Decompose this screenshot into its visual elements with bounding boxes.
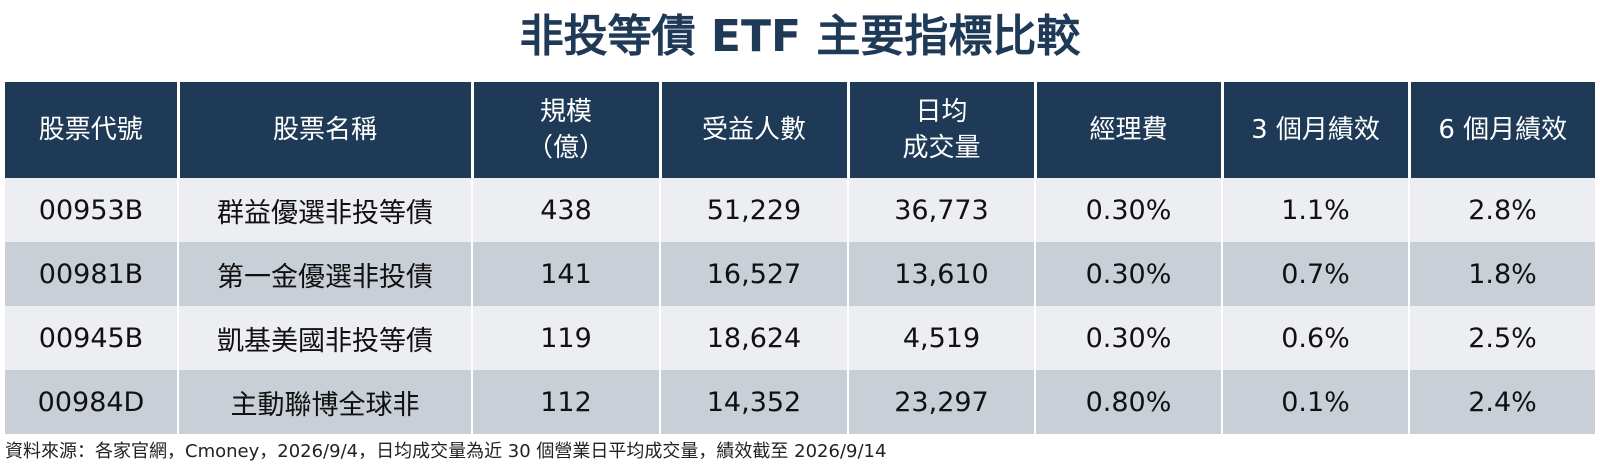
header-text: （億） xyxy=(526,133,605,163)
header-cell: 規模 （億） xyxy=(472,82,662,178)
table-cell: 119 xyxy=(472,306,661,370)
header-cell: 6 個月績效 xyxy=(1409,82,1595,178)
table-cell: 2.4% xyxy=(1409,370,1595,434)
header-cell: 股票代號 xyxy=(5,82,180,178)
table-row: 00953B 群益優選非投等債 438 51,229 36,773 0.30% 1.1% 2.… xyxy=(5,178,1595,242)
table-cell: 0.30% xyxy=(1035,178,1223,242)
header-cell: 受益人數 xyxy=(660,82,850,178)
table-cell: 16,527 xyxy=(660,242,849,306)
table-cell: 13,610 xyxy=(848,242,1036,306)
header-text: 日均 xyxy=(915,97,968,127)
header-text: 股票名稱 xyxy=(272,115,377,145)
header-text: 3 個月績效 xyxy=(1251,115,1380,145)
table-row: 00984D 主動聯博全球非 112 14,352 23,297 0.80% 0.1% 2.4… xyxy=(5,370,1595,434)
table-cell: 438 xyxy=(472,178,661,242)
header-text: 股票代號 xyxy=(38,115,143,145)
table-cell: 0.1% xyxy=(1222,370,1410,434)
table-cell: 2.5% xyxy=(1409,306,1595,370)
header-row: 股票代號 股票名稱 規模 （億） 受益人數 日均成交量 經理費 3 個月績效 6 個月績效 xyxy=(5,82,1595,178)
header-text: 規模 xyxy=(539,97,592,127)
table-cell: 0.80% xyxy=(1035,370,1223,434)
table-cell: 18,624 xyxy=(660,306,849,370)
footnote: 資料來源：各家官網，Cmoney，2026/9/4，日均成交量為近 30 個營業… xyxy=(5,441,887,462)
table-cell: 141 xyxy=(472,242,661,306)
table-cell: 23,297 xyxy=(848,370,1036,434)
header-text: 6 個月績效 xyxy=(1438,115,1568,145)
header-cell: 日均 成交量 xyxy=(848,82,1037,178)
table-cell: 51,229 xyxy=(660,178,849,242)
table-cell: 00945B xyxy=(5,306,179,370)
header-text: 經理費 xyxy=(1089,115,1168,145)
table-row: 00981B 第一金優選非投債 141 16,527 13,610 0.30% 0.7% 1.… xyxy=(5,242,1595,306)
table-cell: 00981B xyxy=(5,242,179,306)
table-cell: 主動聯博全球非 xyxy=(178,370,473,434)
table-cell: 群益優選非投等債 xyxy=(178,178,473,242)
table-cell: 0.30% xyxy=(1035,242,1223,306)
table-cell: 1.1% xyxy=(1222,178,1410,242)
table-cell: 0.6% xyxy=(1222,306,1410,370)
title: 非投等債 ETF 主要指標比較 xyxy=(519,11,1081,62)
table-cell: 14,352 xyxy=(660,370,849,434)
table-cell: 凱基美國非投等債 xyxy=(178,306,473,370)
table-cell: 0.7% xyxy=(1222,242,1410,306)
table-cell: 4,519 xyxy=(848,306,1036,370)
header-cell: 經理費 xyxy=(1035,82,1224,178)
table: 股票代號 股票名稱 規模 （億） 受益人數 日均成交量 經理費 3 個月績效 6 個月績效 00… xyxy=(5,82,1595,434)
table-cell: 112 xyxy=(472,370,661,434)
table-cell: 2.8% xyxy=(1409,178,1595,242)
header-text: 受益人數 xyxy=(701,115,806,145)
table-cell: 第一金優選非投債 xyxy=(178,242,473,306)
header-cell: 3 個月績效 xyxy=(1222,82,1411,178)
table-cell: 1.8% xyxy=(1409,242,1595,306)
table-row: 00945B 凱基美國非投等債 119 18,624 4,519 0.30% 0.6% 2.5… xyxy=(5,306,1595,370)
table-cell: 0.30% xyxy=(1035,306,1223,370)
table-cell: 36,773 xyxy=(848,178,1036,242)
header-cell: 股票名稱 xyxy=(178,82,474,178)
table-cell: 00953B xyxy=(5,178,179,242)
header-text: 成交量 xyxy=(902,133,981,163)
table-cell: 00984D xyxy=(5,370,179,434)
